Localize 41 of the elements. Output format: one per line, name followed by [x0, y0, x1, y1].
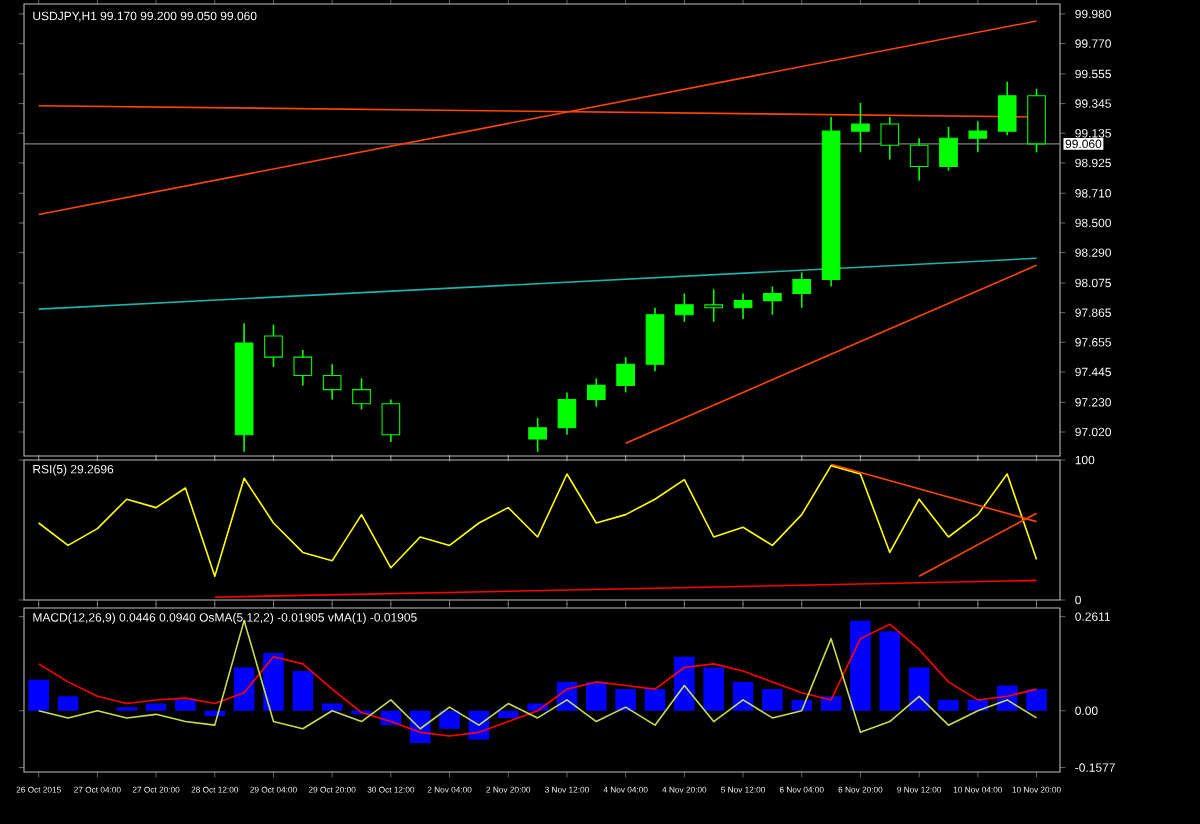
bar: [791, 699, 813, 711]
bar: [497, 710, 519, 718]
bar: [938, 699, 959, 711]
candlestick: [851, 102, 870, 154]
bar: [292, 671, 314, 711]
candlestick: [880, 116, 900, 161]
line-series: [37, 464, 1038, 578]
candlestick: [234, 322, 254, 453]
bar: [1026, 689, 1047, 711]
candlestick: [322, 363, 342, 401]
candlestick: [909, 137, 929, 182]
bar: [703, 667, 724, 711]
bar: [879, 631, 901, 711]
bar: [28, 679, 49, 711]
bar: [732, 681, 754, 711]
candlestick: [557, 391, 577, 436]
bar: [644, 689, 666, 711]
candlestick: [968, 120, 988, 154]
candlestick: [645, 306, 665, 373]
bar: [263, 653, 284, 711]
bar: [57, 696, 79, 711]
bar: [175, 699, 196, 711]
bar: [967, 699, 989, 711]
bar: [762, 689, 783, 711]
candlestick: [792, 271, 812, 309]
bar: [850, 620, 871, 711]
candlestick: [997, 80, 1017, 137]
bar: [145, 703, 167, 711]
bar: [321, 703, 343, 711]
bar: [586, 681, 607, 711]
bar: [615, 689, 636, 711]
candlestick: [586, 377, 606, 408]
candlestick: [293, 349, 313, 387]
candlestick: [381, 398, 401, 443]
bar: [439, 710, 460, 729]
candlestick: [821, 116, 841, 288]
bar: [233, 667, 255, 711]
bar: [820, 696, 842, 711]
candlestick: [733, 292, 753, 320]
bar: [908, 667, 930, 711]
bar: [674, 656, 695, 711]
